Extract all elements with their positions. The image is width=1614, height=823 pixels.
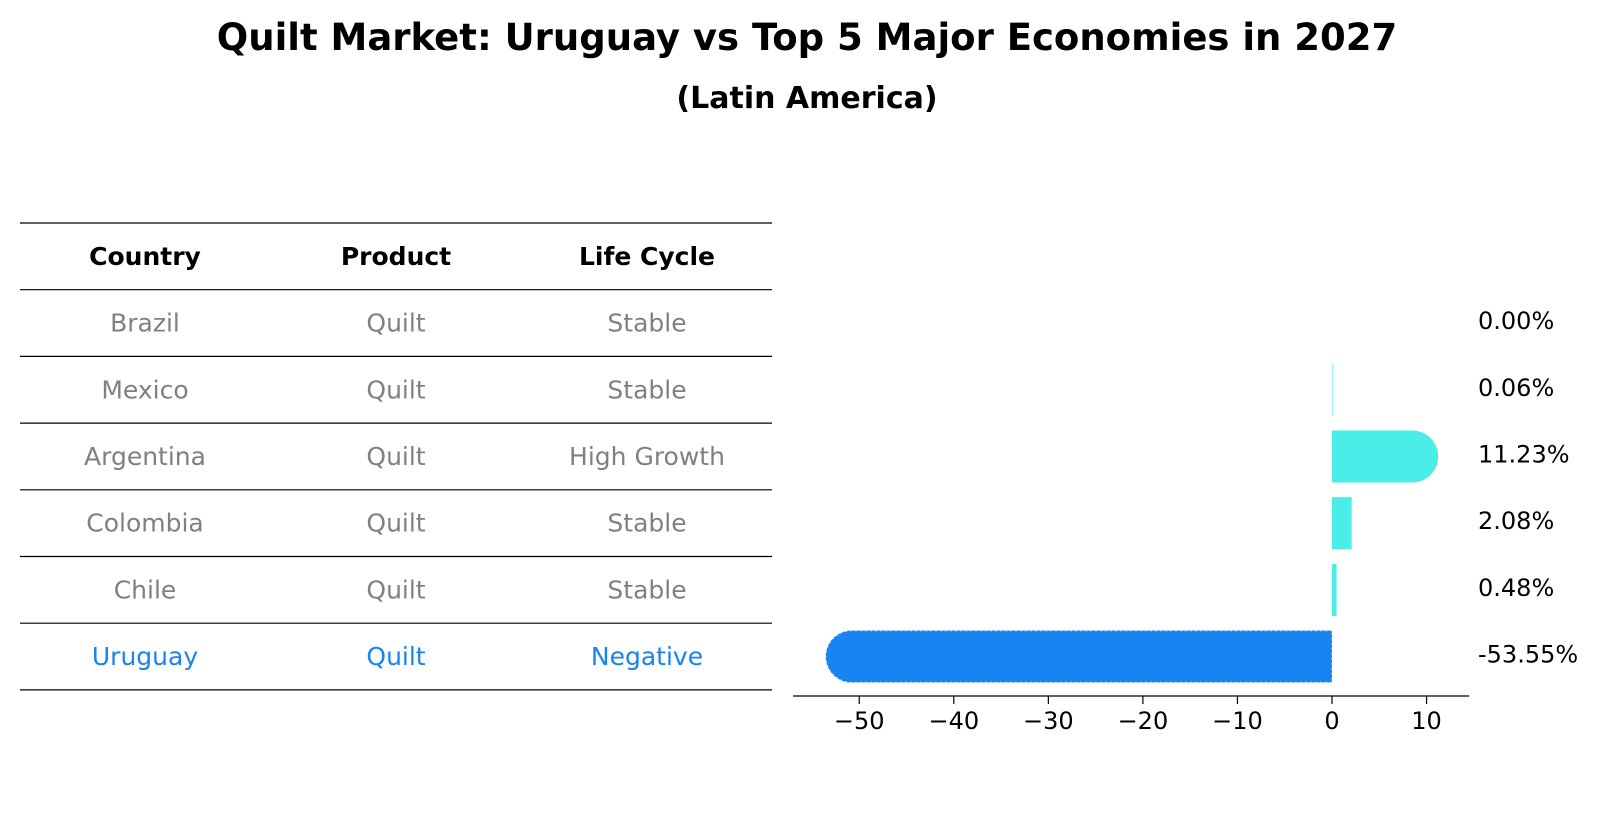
cell-product: Quilt [366, 575, 425, 604]
value-label: 0.06% [1478, 374, 1554, 402]
cell-life-cycle: High Growth [569, 442, 725, 471]
table-row: Chile Quilt Stable [114, 575, 687, 604]
cell-product: Quilt [366, 442, 425, 471]
bar-shape [825, 630, 1332, 683]
bar-shape [1332, 497, 1352, 550]
table-row: Colombia Quilt Stable [86, 509, 686, 538]
data-table: Country Product Life Cycle Brazil Quilt Stabl… [20, 222, 772, 691]
bar-colombia [1332, 497, 1352, 550]
chart-title: Quilt Market: Uruguay vs Top 5 Major Eco… [216, 16, 1398, 59]
cell-product: Quilt [366, 642, 425, 671]
cell-country: Argentina [84, 442, 206, 471]
x-tick-label: −40 [928, 707, 979, 735]
x-axis: −50 −40 −30 −20 −10 0 10 [793, 695, 1470, 735]
bar-mexico [1332, 363, 1333, 416]
cell-country: Mexico [101, 375, 188, 404]
x-tick-label: −50 [834, 707, 885, 735]
header-product: Product [341, 242, 451, 271]
cell-country: Colombia [86, 509, 203, 538]
value-labels: 0.00% 0.06% 11.23% 2.08% 0.48% -53.55% [1478, 307, 1578, 669]
table-row: Uruguay Quilt Negative [92, 642, 703, 671]
table-row: Mexico Quilt Stable [101, 375, 686, 404]
table-row: Brazil Quilt Stable [110, 309, 686, 338]
x-tick-label: −20 [1118, 707, 1169, 735]
value-label: 11.23% [1478, 440, 1570, 468]
cell-country: Uruguay [92, 642, 198, 671]
x-tick-label: 0 [1324, 707, 1339, 735]
cell-life-cycle: Negative [591, 642, 703, 671]
value-label: 2.08% [1478, 507, 1554, 535]
bars [824, 363, 1439, 684]
bar-shape [1332, 430, 1439, 483]
value-label: 0.48% [1478, 574, 1554, 602]
x-tick-label: 10 [1411, 707, 1442, 735]
bar-shape [1332, 563, 1337, 616]
bar-chile [1332, 563, 1337, 616]
cell-country: Brazil [110, 309, 180, 338]
bar-shape [1332, 363, 1333, 416]
chart-subtitle: (Latin America) [676, 81, 938, 116]
value-label: -53.55% [1478, 641, 1578, 669]
cell-product: Quilt [366, 375, 425, 404]
cell-life-cycle: Stable [607, 575, 686, 604]
cell-life-cycle: Stable [607, 375, 686, 404]
bar-argentina [1332, 430, 1439, 483]
cell-life-cycle: Stable [607, 309, 686, 338]
bar-uruguay [824, 629, 1333, 684]
header-country: Country [89, 242, 201, 271]
table-row: Argentina Quilt High Growth [84, 442, 725, 471]
header-life-cycle: Life Cycle [579, 242, 715, 271]
bar-outline [824, 629, 1333, 684]
cell-country: Chile [114, 575, 177, 604]
cell-product: Quilt [366, 309, 425, 338]
cell-product: Quilt [366, 509, 425, 538]
cell-life-cycle: Stable [607, 509, 686, 538]
x-tick-label: −30 [1023, 707, 1074, 735]
x-tick-label: −10 [1212, 707, 1263, 735]
value-label: 0.00% [1478, 307, 1554, 335]
bar-chart: 0.00% 0.06% 11.23% 2.08% 0.48% -53.55% −50 −40… [793, 307, 1578, 735]
